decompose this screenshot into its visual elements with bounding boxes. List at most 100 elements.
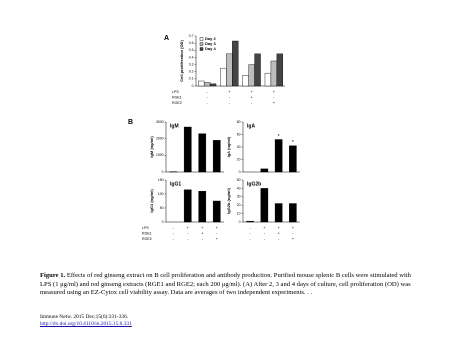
bar bbox=[198, 190, 207, 223]
condition-sign: - bbox=[264, 231, 266, 236]
chart-title: IgG1 bbox=[170, 181, 181, 187]
y-tick-label: 0 bbox=[192, 84, 194, 88]
y-tick-label: 0.4 bbox=[189, 55, 194, 59]
bar bbox=[220, 67, 227, 87]
y-axis-label: IgM (ng/ml) bbox=[149, 136, 154, 158]
y-tick-label: 0.6 bbox=[189, 41, 194, 45]
condition-sign: + bbox=[228, 89, 231, 94]
y-tick-label: 60 bbox=[237, 132, 241, 136]
condition-sign: - bbox=[206, 95, 208, 100]
chart-title: IgG2b bbox=[247, 181, 261, 187]
legend-swatch bbox=[199, 37, 204, 41]
condition-label: LPS bbox=[142, 226, 149, 230]
y-tick-label: 0.2 bbox=[189, 70, 194, 74]
bar bbox=[232, 40, 239, 87]
condition-label: RGE2 bbox=[142, 237, 152, 241]
condition-sign: - bbox=[173, 231, 175, 236]
y-axis-label: IgG1 (ng/ml) bbox=[149, 189, 154, 213]
y-tick-label: 30 bbox=[237, 195, 241, 199]
bar bbox=[289, 145, 297, 173]
condition-label: LPS bbox=[172, 90, 179, 94]
condition-sign: + bbox=[277, 231, 280, 236]
bar bbox=[212, 200, 221, 223]
condition-sign: - bbox=[216, 231, 218, 236]
bar bbox=[248, 64, 255, 87]
bar bbox=[242, 75, 249, 87]
condition-sign: + bbox=[201, 231, 204, 236]
y-axis-label: Cell proliferation (OD) bbox=[179, 40, 184, 82]
bar bbox=[289, 203, 297, 223]
bar bbox=[212, 140, 221, 173]
condition-sign: - bbox=[229, 100, 231, 105]
bar bbox=[183, 189, 192, 223]
chart-title: IgM bbox=[170, 123, 179, 129]
y-tick-label: 0.7 bbox=[189, 34, 194, 38]
bar bbox=[276, 53, 283, 87]
significance-marker: * bbox=[292, 140, 294, 146]
y-tick-label: 2000 bbox=[156, 137, 164, 141]
condition-sign: - bbox=[278, 236, 280, 241]
y-tick-label: 0 bbox=[239, 220, 241, 224]
panel-label: B bbox=[128, 119, 133, 126]
caption-text: Effects of red ginseng extract on B cell… bbox=[40, 272, 411, 297]
y-tick-label: 0 bbox=[162, 170, 164, 174]
y-tick-label: 0.3 bbox=[189, 62, 194, 66]
condition-label: RGE1 bbox=[172, 95, 182, 99]
y-tick-label: 1000 bbox=[156, 153, 164, 157]
y-tick-label: 40 bbox=[237, 186, 241, 190]
condition-sign: + bbox=[273, 100, 276, 105]
legend-swatch bbox=[199, 47, 204, 51]
legend-label: Day 2 bbox=[205, 36, 216, 41]
y-tick-label: 50 bbox=[237, 178, 241, 182]
bar bbox=[274, 203, 283, 223]
bar bbox=[209, 83, 217, 87]
y-tick-label: 150 bbox=[158, 178, 164, 182]
condition-label: RGE2 bbox=[172, 101, 182, 105]
condition-sign: + bbox=[250, 95, 253, 100]
doi-link[interactable]: http://dx.doi.org/10.4110/in.2015.15.6.3… bbox=[40, 321, 132, 327]
condition-sign: + bbox=[292, 236, 295, 241]
condition-sign: - bbox=[187, 231, 189, 236]
condition-sign: + bbox=[250, 89, 253, 94]
y-tick-label: 20 bbox=[237, 203, 241, 207]
citation: Immune Netw. 2015 Dec;15(6):331-336. htt… bbox=[40, 314, 132, 328]
bar bbox=[270, 60, 278, 87]
condition-sign: - bbox=[173, 225, 175, 230]
bar bbox=[260, 168, 269, 173]
y-tick-label: 0 bbox=[162, 220, 164, 224]
condition-label: RGE1 bbox=[142, 231, 152, 235]
bar bbox=[226, 53, 233, 87]
condition-sign: + bbox=[216, 225, 219, 230]
condition-sign: - bbox=[264, 236, 266, 241]
condition-sign: - bbox=[249, 231, 251, 236]
condition-sign: - bbox=[273, 95, 275, 100]
bar bbox=[203, 82, 211, 87]
y-tick-label: 3000 bbox=[156, 120, 164, 124]
bar bbox=[264, 72, 272, 87]
y-tick-label: 0.5 bbox=[189, 48, 194, 52]
y-axis-label: IgG2b (ng/ml) bbox=[226, 187, 231, 213]
condition-sign: + bbox=[187, 225, 190, 230]
caption: Figure 1. Effects of red ginseng extract… bbox=[40, 272, 420, 298]
condition-sign: + bbox=[216, 236, 219, 241]
y-tick-label: 0.1 bbox=[189, 77, 194, 81]
condition-sign: - bbox=[202, 236, 204, 241]
chart-title: IgA bbox=[247, 123, 255, 129]
y-tick-label: 80 bbox=[237, 120, 241, 124]
condition-sign: + bbox=[263, 225, 266, 230]
condition-sign: - bbox=[292, 231, 294, 236]
y-tick-label: 100 bbox=[158, 192, 164, 196]
legend-label: Day 3 bbox=[205, 41, 216, 46]
condition-sign: + bbox=[273, 89, 276, 94]
legend-swatch bbox=[199, 42, 204, 46]
y-tick-label: 10 bbox=[237, 211, 241, 215]
y-tick-label: 40 bbox=[237, 145, 241, 149]
condition-sign: - bbox=[173, 236, 175, 241]
y-tick-label: 0 bbox=[239, 170, 241, 174]
condition-sign: + bbox=[201, 225, 204, 230]
caption-label: Figure 1. bbox=[40, 272, 66, 279]
panel-label: A bbox=[164, 35, 169, 42]
condition-sign: - bbox=[187, 236, 189, 241]
significance-marker: * bbox=[278, 134, 280, 140]
